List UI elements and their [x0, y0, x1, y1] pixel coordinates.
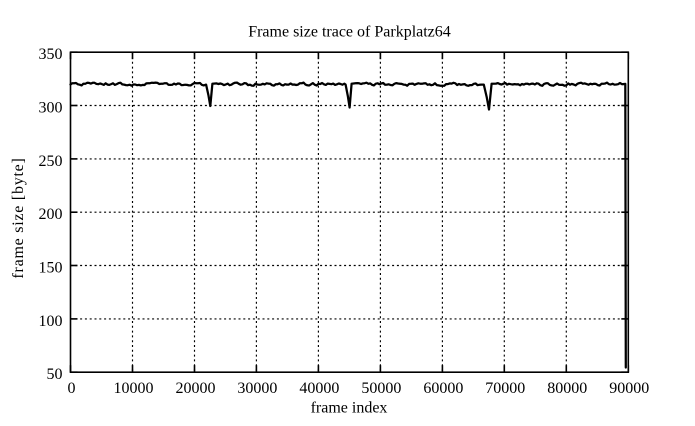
svg-text:30000: 30000 — [237, 380, 277, 397]
svg-text:10000: 10000 — [114, 380, 154, 397]
svg-text:frame size [byte]: frame size [byte] — [10, 157, 27, 278]
svg-text:200: 200 — [39, 206, 63, 223]
svg-text:90000: 90000 — [609, 380, 649, 397]
svg-text:100: 100 — [39, 313, 63, 330]
svg-text:50000: 50000 — [361, 380, 401, 397]
svg-text:250: 250 — [39, 153, 63, 170]
svg-text:50: 50 — [47, 366, 63, 383]
svg-text:350: 350 — [39, 46, 63, 63]
svg-text:70000: 70000 — [485, 380, 525, 397]
svg-text:20000: 20000 — [176, 380, 216, 397]
svg-text:0: 0 — [68, 380, 76, 397]
svg-text:Frame size trace of Parkplatz6: Frame size trace of Parkplatz64 — [248, 24, 451, 41]
svg-text:40000: 40000 — [299, 380, 339, 397]
svg-text:60000: 60000 — [423, 380, 463, 397]
svg-text:frame index: frame index — [311, 399, 388, 416]
svg-text:300: 300 — [39, 100, 63, 117]
svg-text:80000: 80000 — [547, 380, 587, 397]
svg-text:150: 150 — [39, 260, 63, 277]
